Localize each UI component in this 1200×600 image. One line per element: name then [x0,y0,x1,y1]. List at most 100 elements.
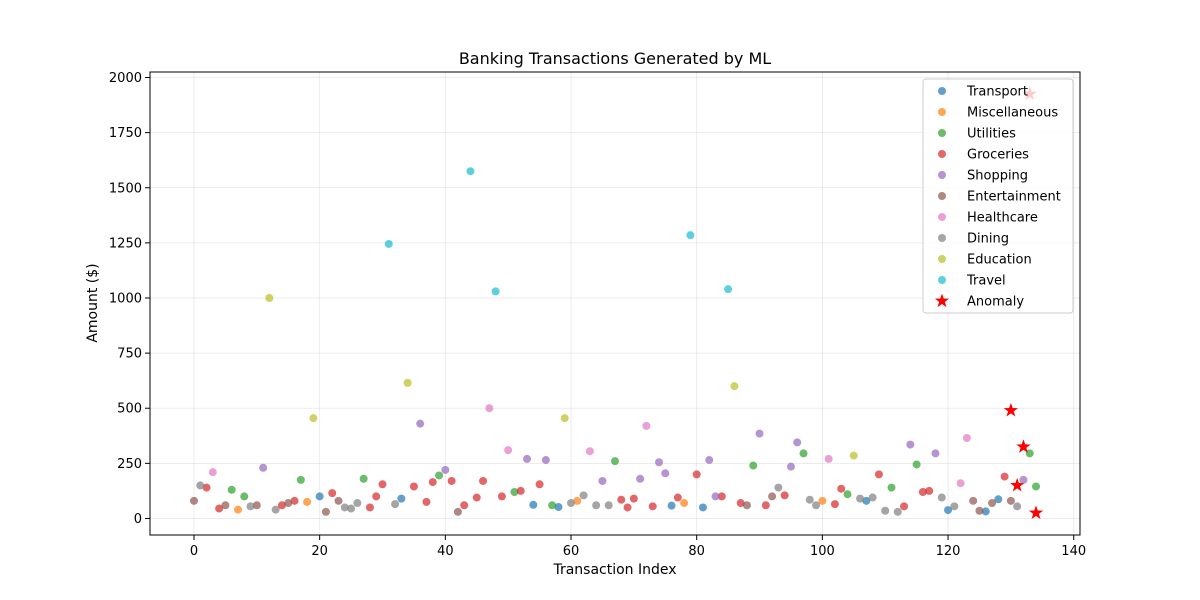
entertainment-point [1007,497,1015,505]
y-tick-label: 0 [134,512,142,527]
groceries-point [1001,473,1009,481]
groceries-point [372,492,380,500]
shopping-point [416,420,424,428]
legend-dining-label: Dining [967,232,1009,247]
y-tick-label: 1000 [109,291,142,306]
legend-travel-label: Travel [966,274,1006,289]
legend: Transport Miscellaneous Utilities Groceries… [923,79,1073,313]
dining-point [347,505,355,513]
healthcare-point [642,422,650,430]
groceries-point [693,470,701,478]
utilities-point [435,471,443,479]
travel-point [492,287,500,295]
legend-utilities-label: Utilities [967,127,1016,142]
dining-point [605,501,613,509]
x-axis-label: Transaction Index [552,562,676,578]
groceries-point [925,487,933,495]
transport-point [316,492,324,500]
chart-title: Banking Transactions Generated by ML [459,49,771,68]
transport-point [529,501,537,509]
legend-anomaly-label: Anomaly [967,295,1024,310]
utilities-point [844,490,852,498]
groceries-point [448,477,456,485]
healthcare-point [963,434,971,442]
transport-point [668,502,676,510]
entertainment-point [190,497,198,505]
utilities-point [228,486,236,494]
shopping-point [259,464,267,472]
utilities-point [360,475,368,483]
legend-healthcare-marker [938,213,946,221]
groceries-point [831,500,839,508]
travel-point [385,240,393,248]
dining-point [272,506,280,514]
education-point [309,414,317,422]
groceries-point [479,477,487,485]
x-tick-label: 40 [437,544,454,559]
dining-point [391,500,399,508]
shopping-point [712,492,720,500]
miscellaneous-point [234,506,242,514]
legend-utilities-marker [938,129,946,137]
legend-entertainment-label: Entertainment [967,190,1061,205]
groceries-point [429,478,437,486]
y-tick-label: 1250 [109,236,142,251]
groceries-point [460,501,468,509]
dining-point [950,502,958,510]
legend-education-label: Education [967,253,1032,268]
dining-point [353,499,361,507]
entertainment-point [335,497,343,505]
dining-point [196,481,204,489]
x-tick-label: 140 [1061,544,1086,559]
shopping-point [441,466,449,474]
groceries-point [762,501,770,509]
shopping-point [523,455,531,463]
y-tick-label: 1500 [109,181,142,196]
groceries-point [630,495,638,503]
shopping-point [598,477,606,485]
groceries-point [900,502,908,510]
entertainment-point [969,497,977,505]
groceries-point [498,492,506,500]
shopping-point [931,449,939,457]
dining-point [1013,502,1021,510]
healthcare-point [504,446,512,454]
x-tick-label: 100 [810,544,835,559]
dining-point [938,494,946,502]
dining-point [812,501,820,509]
legend-groceries-label: Groceries [967,148,1029,163]
miscellaneous-point [303,498,311,506]
legend-miscellaneous-marker [938,108,946,116]
dining-point [894,508,902,516]
groceries-point [649,502,657,510]
utilities-point [887,484,895,492]
x-tick-label: 20 [311,544,328,559]
legend-healthcare-label: Healthcare [967,211,1038,226]
travel-point [466,167,474,175]
shopping-point [906,441,914,449]
travel-point [686,231,694,239]
education-point [265,294,273,302]
education-point [404,379,412,387]
shopping-point [756,430,764,438]
healthcare-point [586,447,594,455]
groceries-point [410,482,418,490]
dining-point [567,499,575,507]
legend-dining-marker [938,234,946,242]
utilities-point [297,476,305,484]
education-point [850,452,858,460]
shopping-point [636,475,644,483]
legend-transport-label: Transport [966,85,1028,100]
shopping-point [787,463,795,471]
dining-point [580,491,588,499]
utilities-point [611,457,619,465]
education-point [561,414,569,422]
healthcare-point [957,479,965,487]
y-tick-label: 2000 [109,71,142,86]
groceries-point [328,489,336,497]
shopping-point [705,456,713,464]
legend-miscellaneous-label: Miscellaneous [967,106,1058,121]
y-tick-label: 750 [117,347,142,362]
shopping-point [793,438,801,446]
utilities-point [749,462,757,470]
